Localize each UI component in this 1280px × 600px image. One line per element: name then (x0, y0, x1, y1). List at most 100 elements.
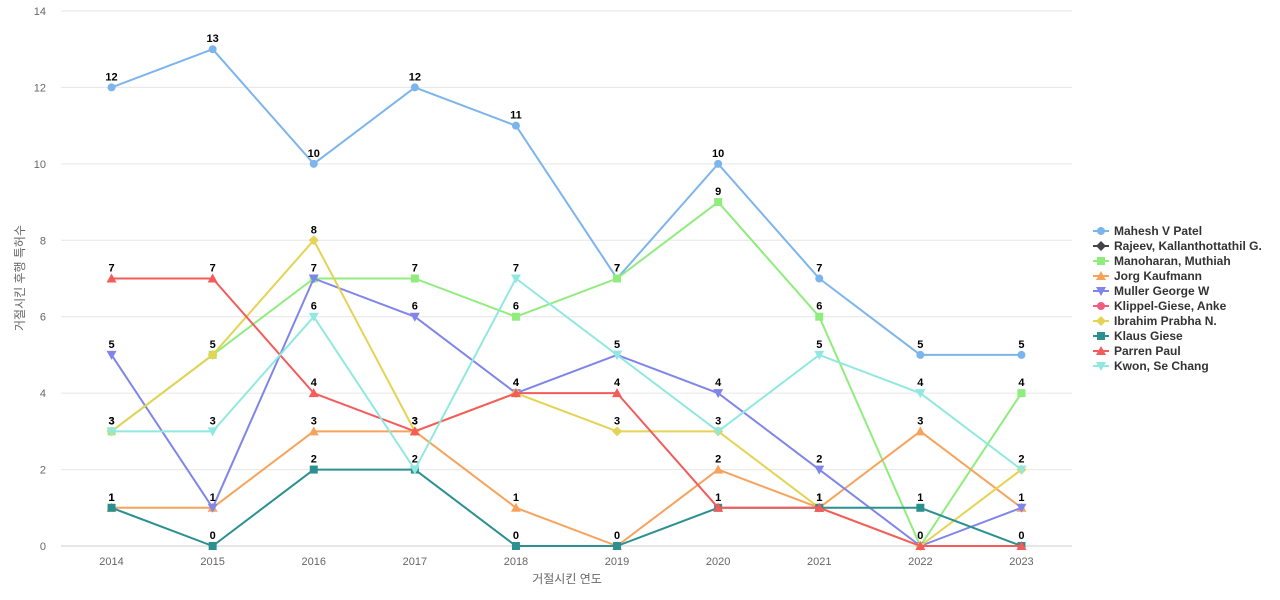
data-point (308, 312, 319, 322)
data-point (207, 273, 218, 283)
data-point (309, 465, 318, 474)
data-label: 7 (513, 263, 519, 275)
data-label: 4 (311, 377, 318, 389)
legend-marker (1096, 271, 1106, 280)
data-point (308, 426, 319, 436)
data-point (308, 388, 319, 398)
data-label: 3 (614, 415, 620, 427)
data-label: 3 (311, 415, 317, 427)
legend-label: Mahesh V Patel (1114, 224, 1202, 238)
legend-label: Manoharan, Muthiah (1114, 254, 1231, 268)
data-point (510, 502, 521, 512)
data-label: 6 (412, 301, 418, 313)
legend-item[interactable]: Ibrahim Prabha N. (1093, 314, 1217, 328)
legend-item[interactable]: Mahesh V Patel (1093, 224, 1202, 238)
data-point (915, 389, 926, 399)
legend-marker (1096, 241, 1106, 251)
grid-layer (61, 10, 1072, 471)
data-label: 1 (917, 492, 923, 504)
data-label: 2 (816, 454, 822, 466)
legend-item[interactable]: Klaus Giese (1093, 329, 1183, 343)
legend-item[interactable]: Parren Paul (1093, 344, 1181, 358)
legend-item[interactable]: Rajeev, Kallanthottathil G. (1093, 239, 1262, 253)
series-line (111, 468, 1022, 547)
data-label: 7 (614, 263, 620, 275)
data-label: 5 (1018, 339, 1024, 351)
y-axis-title: 거절시킨 후행 특허수 (12, 225, 27, 331)
y-tick-label: 10 (34, 159, 46, 171)
legend-marker (1096, 362, 1106, 371)
data-point (106, 427, 117, 437)
series-0 (107, 45, 1026, 359)
data-label: 1 (108, 492, 114, 504)
data-label: 13 (207, 33, 219, 45)
data-label: 7 (210, 263, 216, 275)
legend-item[interactable]: Jorg Kaufmann (1093, 269, 1202, 283)
data-point (915, 426, 926, 436)
data-point (613, 274, 622, 283)
data-point (915, 541, 926, 550)
data-label: 4 (1018, 377, 1025, 389)
x-tick-label: 2015 (200, 556, 224, 568)
data-point (612, 426, 623, 437)
x-tick-label: 2019 (605, 556, 629, 568)
x-tick-label: 2014 (99, 556, 123, 568)
data-point (409, 426, 420, 436)
legend-label: Kwon, Se Chang (1114, 359, 1209, 373)
series-line (111, 430, 1023, 547)
y-tick-label: 12 (34, 82, 46, 94)
data-point (815, 312, 824, 321)
legend-marker (1096, 287, 1106, 296)
y-tick-label: 2 (40, 465, 46, 477)
series-9 (106, 274, 1027, 475)
data-point (814, 350, 825, 360)
data-point (1017, 350, 1026, 359)
legend-item[interactable]: Manoharan, Muthiah (1093, 254, 1231, 268)
data-label: 3 (715, 415, 721, 427)
x-tick-label: 2023 (1009, 556, 1033, 568)
y-tick-label: 14 (34, 6, 46, 18)
data-label: 2 (412, 454, 418, 466)
data-point (1017, 389, 1026, 398)
data-label: 6 (816, 301, 822, 313)
legend-marker (1097, 257, 1105, 265)
data-label: 0 (1018, 530, 1024, 542)
series-layer (106, 45, 1027, 551)
data-label: 1 (816, 492, 822, 504)
data-label: 1 (1018, 492, 1024, 504)
y-tick-label: 0 (40, 541, 46, 553)
data-label: 7 (412, 263, 418, 275)
data-point (713, 502, 724, 512)
legend-item[interactable]: Klippel-Giese, Anke (1093, 299, 1227, 313)
data-point (1016, 541, 1027, 550)
legend-marker (1097, 332, 1105, 340)
data-label: 6 (513, 301, 519, 313)
data-point (107, 83, 116, 92)
legend-item[interactable]: Muller George W (1093, 284, 1210, 298)
legend-label: Ibrahim Prabha N. (1114, 314, 1217, 328)
data-point (107, 503, 116, 512)
data-label: 3 (917, 415, 923, 427)
x-tick-label: 2017 (403, 556, 427, 568)
data-point (410, 274, 419, 283)
data-point (713, 464, 724, 474)
data-label: 3 (412, 415, 418, 427)
data-point (511, 312, 520, 321)
legend-item[interactable]: Kwon, Se Chang (1093, 359, 1209, 373)
data-label: 10 (308, 148, 320, 160)
data-label: 0 (917, 530, 923, 542)
legend-marker (1097, 227, 1105, 235)
data-label: 4 (715, 377, 722, 389)
data-label: 9 (715, 186, 721, 198)
legend-label: Rajeev, Kallanthottathil G. (1114, 239, 1262, 253)
data-label: 3 (108, 415, 114, 427)
data-point (410, 83, 419, 92)
data-label: 1 (108, 492, 114, 504)
series-line (111, 277, 1022, 547)
data-point (308, 274, 319, 284)
y-tick-label: 4 (40, 388, 46, 400)
